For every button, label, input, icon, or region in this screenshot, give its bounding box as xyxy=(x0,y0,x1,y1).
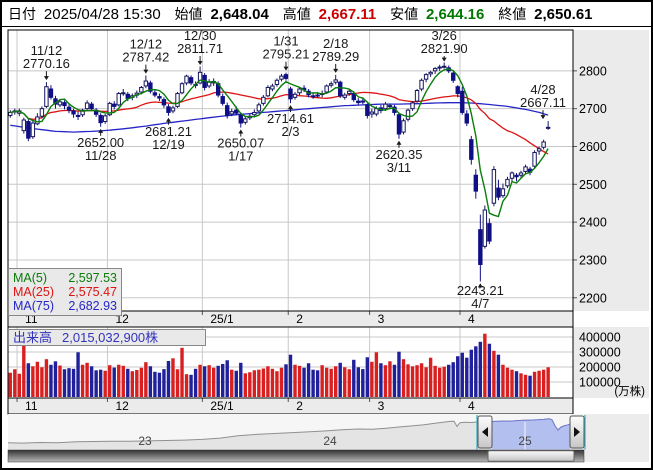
svg-text:2: 2 xyxy=(296,399,303,413)
close-value: 2,650.61 xyxy=(534,6,593,23)
ma5-label: MA(5) xyxy=(13,271,48,285)
ma25-legend-row: MA(25) 2,575.47 xyxy=(13,285,117,299)
svg-text:4/28: 4/28 xyxy=(530,82,555,97)
svg-text:2789.29: 2789.29 xyxy=(312,49,359,64)
volume-plot-border xyxy=(7,326,574,399)
svg-text:4: 4 xyxy=(468,312,475,326)
ma25-label: MA(25) xyxy=(13,285,54,299)
svg-text:2: 2 xyxy=(296,312,303,326)
nav-scroll-left-button[interactable] xyxy=(477,415,493,449)
low-value: 2,644.16 xyxy=(425,6,485,23)
svg-text:2681.21: 2681.21 xyxy=(145,124,192,139)
svg-text:100000: 100000 xyxy=(579,376,621,390)
close-label: 終値 xyxy=(498,6,527,22)
svg-text:2/18: 2/18 xyxy=(323,36,348,51)
svg-text:2400: 2400 xyxy=(579,216,607,230)
open-value: 2,648.04 xyxy=(210,6,269,23)
volume-label: 出来高 xyxy=(13,330,53,345)
svg-text:2787.42: 2787.42 xyxy=(122,50,169,65)
ma75-legend-row: MA(75) 2,682.93 xyxy=(13,299,117,313)
svg-text:300000: 300000 xyxy=(579,346,621,360)
svg-text:2811.71: 2811.71 xyxy=(177,41,223,56)
ma75-label: MA(75) xyxy=(13,299,54,313)
volume-header: 出来高 2,015,032,900株 xyxy=(8,329,206,346)
candles xyxy=(8,62,551,282)
svg-text:2600: 2600 xyxy=(579,140,607,154)
svg-text:1/31: 1/31 xyxy=(273,34,298,49)
high-value: 2,667.11 xyxy=(318,6,377,23)
high-label: 高値 xyxy=(282,6,311,22)
open-label: 始値 xyxy=(174,6,203,22)
svg-text:3: 3 xyxy=(378,399,385,413)
scrollbar-track[interactable] xyxy=(7,449,585,463)
svg-text:3/26: 3/26 xyxy=(432,28,457,43)
svg-text:2795.21: 2795.21 xyxy=(262,47,309,62)
svg-text:2300: 2300 xyxy=(579,253,607,267)
svg-text:11/28: 11/28 xyxy=(85,148,117,163)
svg-text:1/17: 1/17 xyxy=(228,149,253,164)
date-label: 日付 xyxy=(8,6,36,22)
volume-xaxis-band xyxy=(7,397,574,415)
right-arrow-icon xyxy=(574,427,580,437)
navigator-selection[interactable] xyxy=(8,418,584,450)
volume-bars xyxy=(8,333,550,397)
navigator-right-filler xyxy=(584,414,649,462)
svg-text:12/19: 12/19 xyxy=(152,137,185,152)
volume-axis-panel xyxy=(573,327,649,398)
svg-text:2770.16: 2770.16 xyxy=(23,56,70,71)
ma5-line xyxy=(10,68,549,218)
price-chart-svg: 2800 2700 2600 2500 2400 2300 2200 400000300000… xyxy=(7,28,649,463)
svg-text:200000: 200000 xyxy=(579,361,621,375)
svg-text:2652.00: 2652.00 xyxy=(77,135,124,150)
svg-text:400000: 400000 xyxy=(579,331,621,345)
svg-text:2/3: 2/3 xyxy=(281,124,299,139)
svg-text:12: 12 xyxy=(115,399,129,413)
main-plot-border xyxy=(7,29,574,312)
quote-header: 日付 2025/04/28 15:30 始値 2,648.04 高値 2,667… xyxy=(2,2,651,27)
low-label: 安値 xyxy=(390,6,419,22)
svg-text:2700: 2700 xyxy=(579,102,607,116)
svg-text:2800: 2800 xyxy=(579,64,607,78)
svg-text:2200: 2200 xyxy=(579,291,607,305)
left-arrow-icon xyxy=(482,427,488,437)
svg-text:2500: 2500 xyxy=(579,178,607,192)
scrollbar-thumb[interactable] xyxy=(487,450,575,462)
svg-text:3/11: 3/11 xyxy=(387,160,411,175)
svg-text:4: 4 xyxy=(468,399,475,413)
svg-text:2243.21: 2243.21 xyxy=(457,283,504,298)
svg-text:2650.07: 2650.07 xyxy=(217,136,264,151)
svg-text:12/12: 12/12 xyxy=(130,37,163,52)
price-axis-labels: 2800 2700 2600 2500 2400 2300 2200 xyxy=(573,64,607,305)
ma25-value: 2,575.47 xyxy=(68,285,117,299)
navigator-area xyxy=(8,418,584,450)
ma75-value: 2,682.93 xyxy=(68,299,117,313)
svg-text:11/12: 11/12 xyxy=(31,43,63,58)
svg-text:4/7: 4/7 xyxy=(471,296,489,311)
navigator-year-label: 23 xyxy=(138,434,152,448)
svg-text:2821.90: 2821.90 xyxy=(421,41,468,56)
svg-text:12/30: 12/30 xyxy=(184,28,217,43)
ma-legend: MA(5) 2,597.53 MA(25) 2,575.47 MA(75) 2,… xyxy=(8,268,122,316)
volume-unit-label: (万株) xyxy=(614,384,645,398)
date-value: 2025/04/28 15:30 xyxy=(43,6,161,23)
price-axis-panel xyxy=(573,30,649,311)
volume-value: 2,015,032,900株 xyxy=(62,330,159,345)
svg-text:2714.61: 2714.61 xyxy=(267,111,314,126)
ma5-value: 2,597.53 xyxy=(68,271,117,285)
svg-text:25/1: 25/1 xyxy=(210,312,234,326)
svg-text:2667.11: 2667.11 xyxy=(520,95,566,110)
svg-text:2620.35: 2620.35 xyxy=(375,147,422,162)
nav-scroll-right-button[interactable] xyxy=(569,415,585,449)
month-axis-volume: 11 12 25/1 2 3 4 xyxy=(25,399,475,413)
ma5-legend-row: MA(5) 2,597.53 xyxy=(13,271,117,285)
svg-text:11: 11 xyxy=(25,399,38,413)
navigator-year-label: 25 xyxy=(518,434,532,448)
svg-text:3: 3 xyxy=(378,312,385,326)
svg-text:25/1: 25/1 xyxy=(210,399,234,413)
navigator-year-label: 24 xyxy=(323,434,337,448)
month-gridlines xyxy=(16,30,461,402)
